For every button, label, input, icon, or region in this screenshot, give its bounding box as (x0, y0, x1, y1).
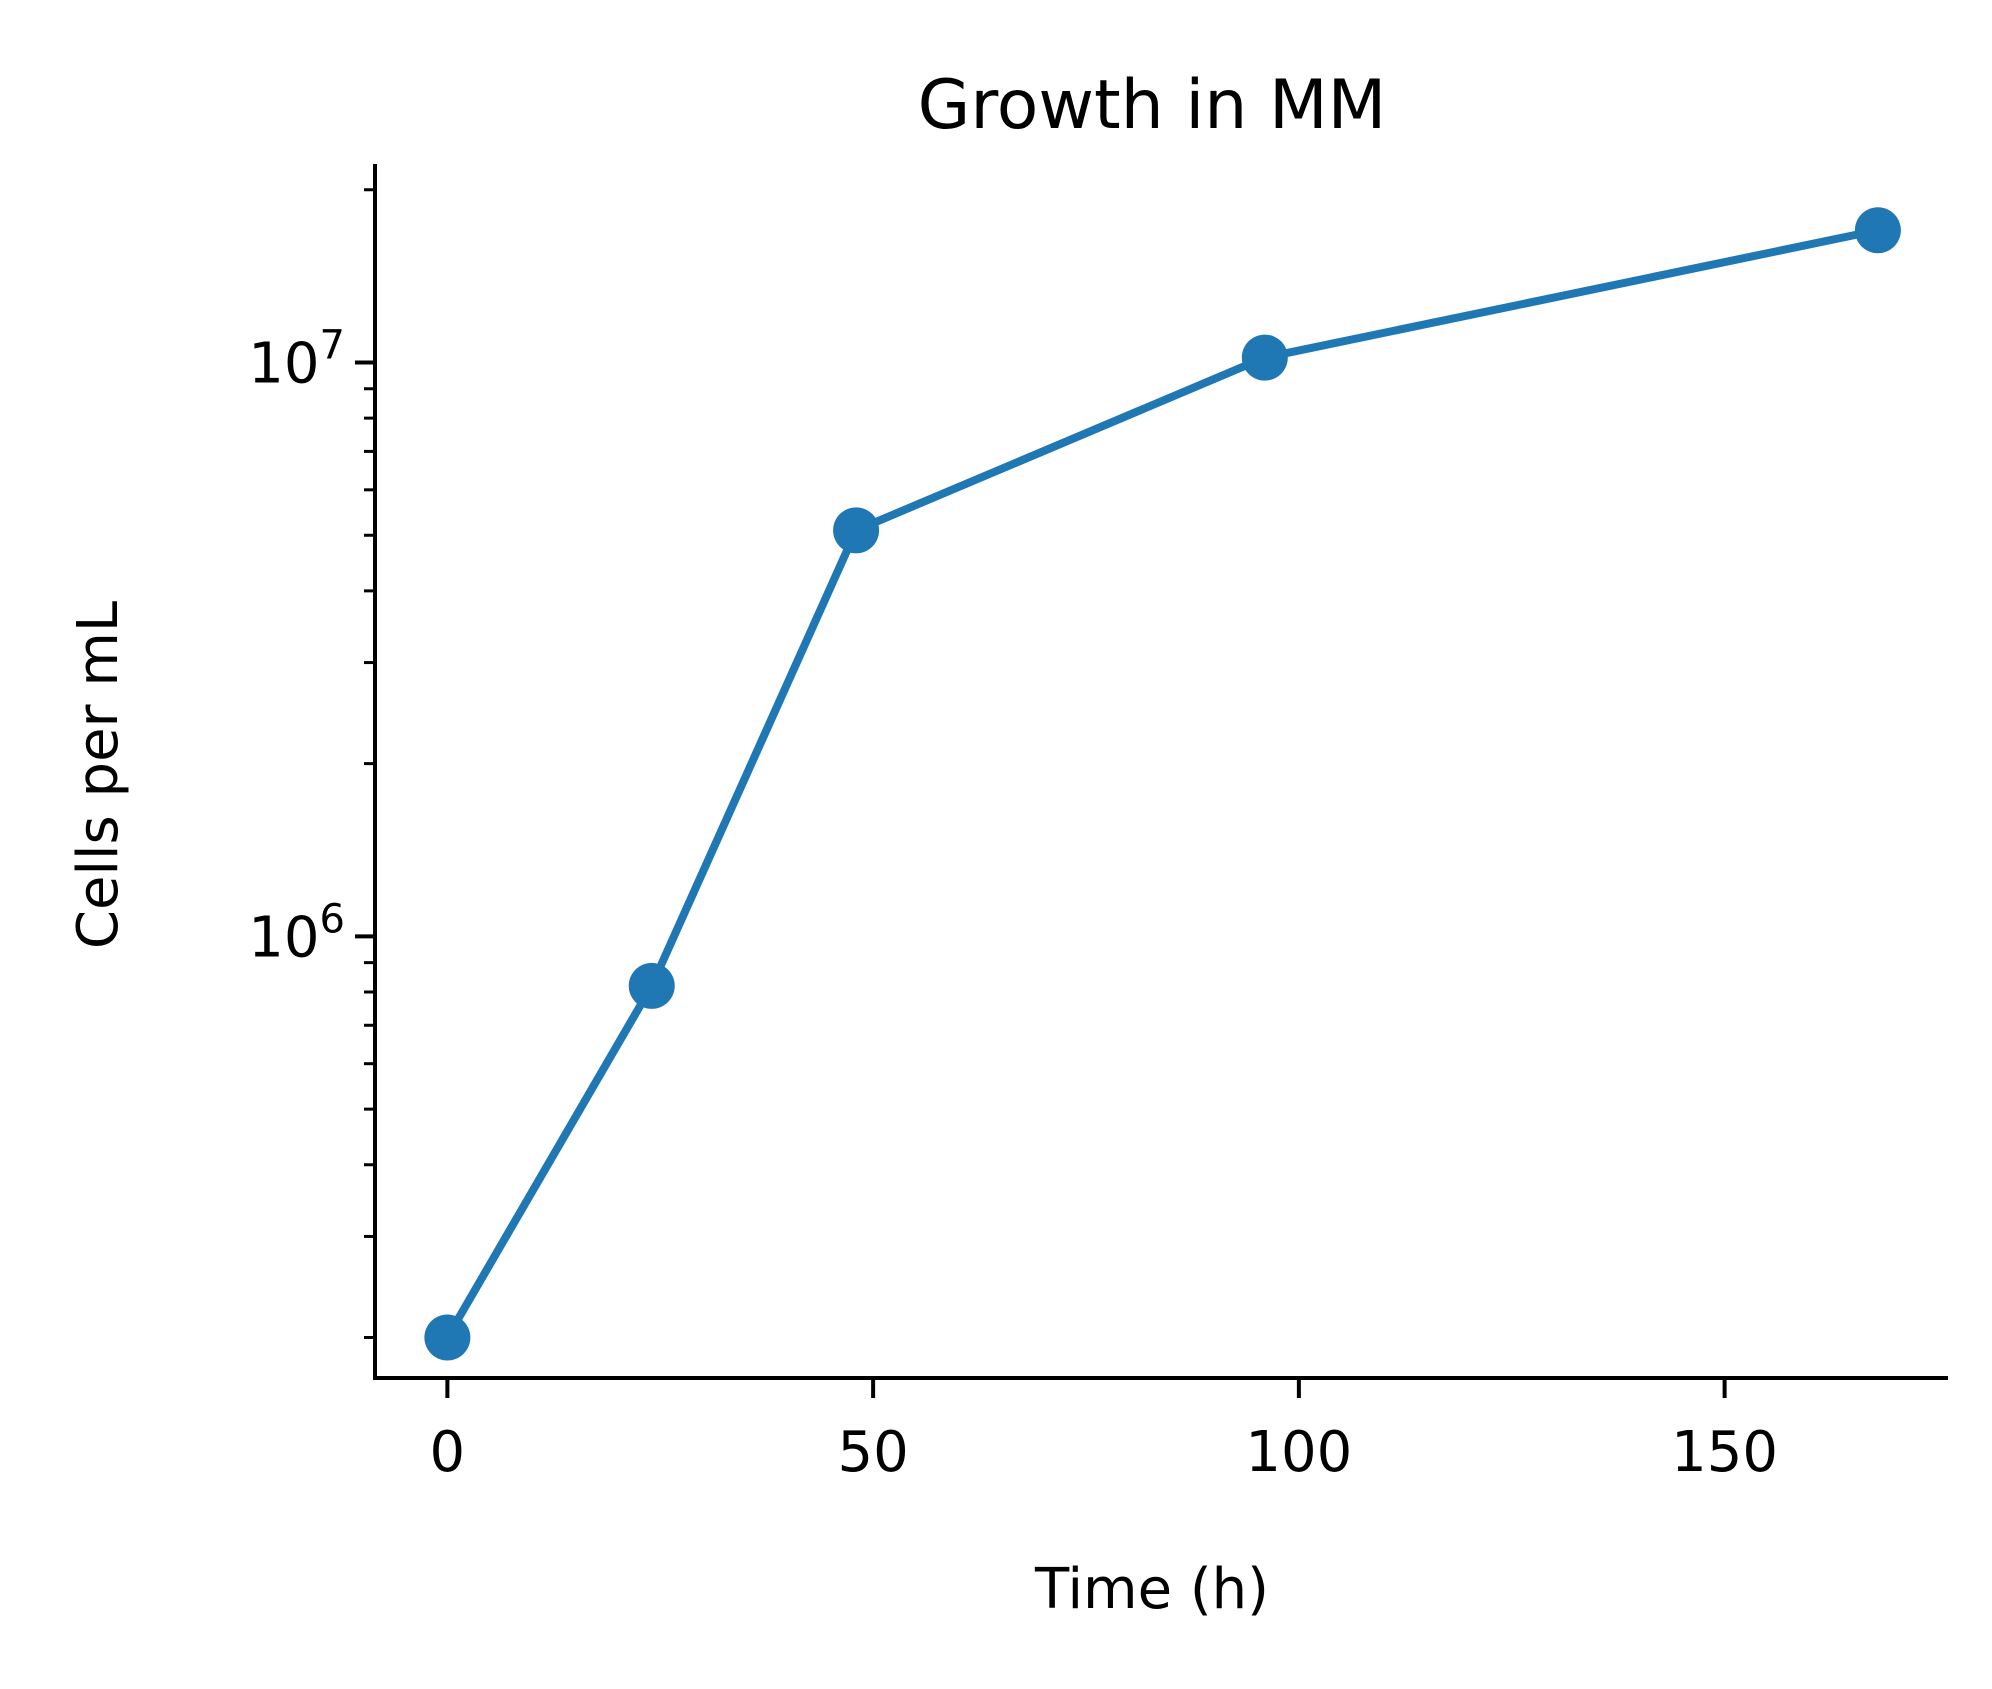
data-point (424, 1314, 471, 1361)
data-point (833, 507, 880, 554)
x-tick-label: 150 (1671, 1420, 1778, 1485)
data-point (628, 962, 675, 1009)
data-point (1241, 334, 1288, 381)
y-axis-label: Cells per mL (66, 601, 131, 949)
x-tick-label: 0 (430, 1420, 466, 1485)
chart-title: Growth in MM (918, 66, 1387, 145)
x-axis-label: Time (h) (1034, 1557, 1269, 1622)
plot-area (424, 207, 1901, 1361)
y-tick-label: 106 (248, 896, 345, 970)
x-tick-label: 100 (1245, 1420, 1352, 1485)
series-line (443, 226, 1882, 1342)
x-tick-label: 50 (837, 1420, 908, 1485)
y-tick-label: 107 (248, 323, 345, 397)
axes: 0 50 100 150 106 107 (248, 164, 1948, 1485)
data-point (1854, 207, 1901, 254)
